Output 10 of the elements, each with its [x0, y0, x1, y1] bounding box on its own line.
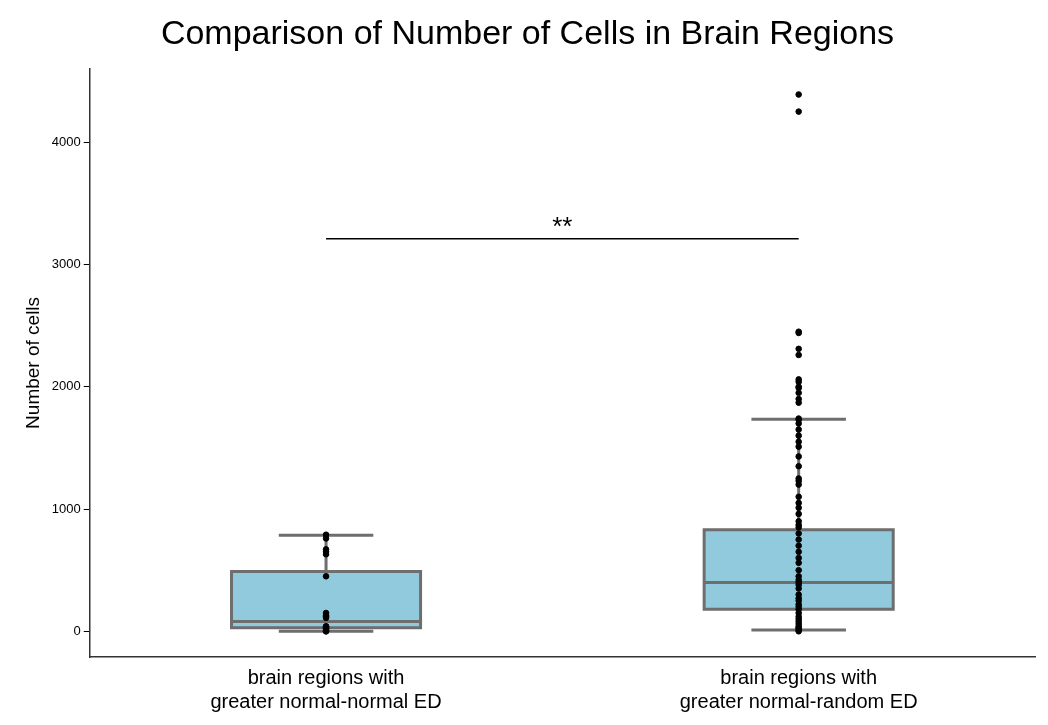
chart-title: Comparison of Number of Cells in Brain Regions	[160, 12, 895, 51]
y-axis-title: Number of cells	[21, 296, 43, 429]
y-tick-label: 1000	[51, 500, 81, 516]
y-tick-label: 0	[73, 622, 81, 638]
y-tick-label: 4000	[51, 133, 81, 149]
y-tick-label: 2000	[51, 378, 81, 394]
annotation: **	[552, 210, 573, 241]
y-tick-label: 3000	[51, 256, 81, 272]
x-tick-label: brain regions with greater normal-normal ED	[210, 665, 442, 712]
x-tick-label: brain regions with greater normal-random ED	[679, 665, 918, 712]
